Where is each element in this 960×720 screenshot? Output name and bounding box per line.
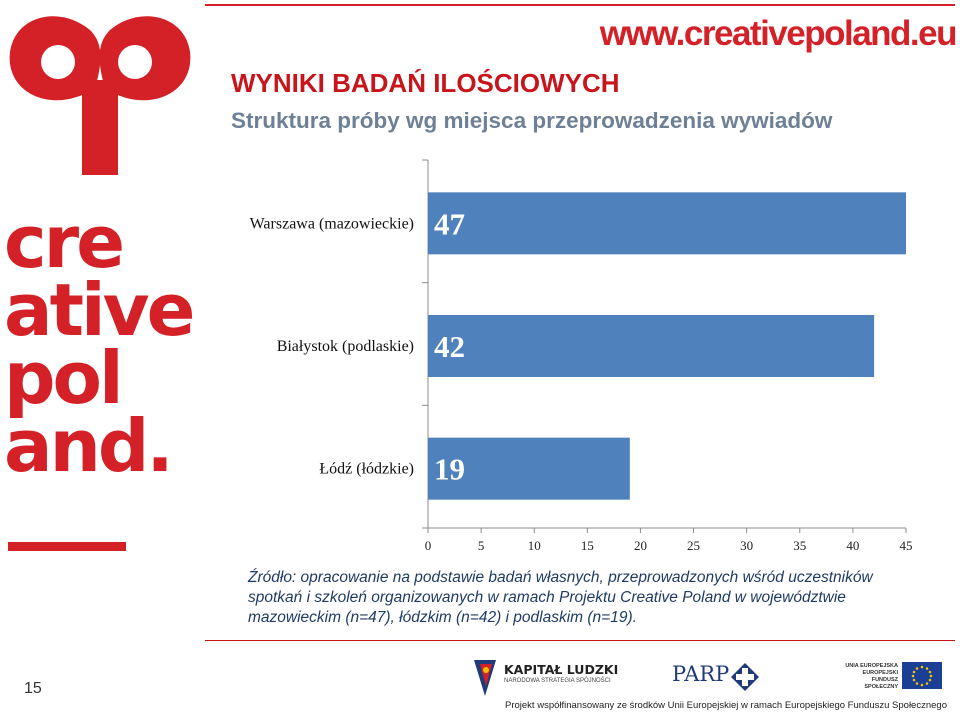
parp-logo: PARP	[672, 660, 764, 694]
eu-text: UNIA EUROPEJSKA EUROPEJSKI FUNDUSZ SPOŁE…	[845, 663, 898, 690]
x-tick-label: 30	[740, 538, 753, 553]
kapital-ludzki-icon	[474, 660, 496, 696]
x-tick-label: 40	[846, 538, 859, 553]
source-note: Źródło: opracowanie na podstawie badań w…	[248, 568, 948, 628]
category-label: Warszawa (mazowieckie)	[250, 215, 414, 232]
top-divider	[205, 4, 955, 6]
website-url[interactable]: www.creativepoland.eu	[599, 14, 958, 53]
logo-line: pol	[4, 336, 124, 420]
bar	[428, 192, 906, 255]
parp-text: PARP	[672, 662, 730, 686]
eu-logo: UNIA EUROPEJSKA EUROPEJSKI FUNDUSZ SPOŁE…	[842, 660, 944, 696]
bottom-divider	[205, 640, 955, 641]
x-tick-label: 5	[478, 538, 485, 553]
logo-wordmark: cre ative pol and.	[4, 200, 219, 488]
eu-flag-icon	[902, 662, 942, 689]
bar	[428, 437, 630, 500]
source-line: mazowieckim (n=47), łódzkim (n=42) i pod…	[248, 609, 637, 626]
page-subtitle: Struktura próby wg miejsca przeprowadzen…	[231, 108, 833, 133]
logo-underline	[8, 542, 126, 551]
page-title: WYNIKI BADAŃ ILOŚCIOWYCH	[231, 68, 620, 98]
x-tick-label: 45	[900, 538, 913, 553]
logo-line: ative	[4, 268, 195, 352]
data-label: 42	[434, 329, 465, 364]
kapital-ludzki-text: KAPITAŁ LUDZKI	[504, 662, 619, 677]
x-tick-label: 10	[528, 538, 541, 553]
logo-line: cre	[4, 200, 125, 284]
funding-note: Projekt współfinansowany ze środków Unii…	[505, 700, 947, 711]
data-label: 19	[434, 452, 465, 487]
kapital-ludzki-logo: KAPITAŁ LUDZKI NARODOWA STRATEGIA SPÓJNO…	[470, 656, 620, 698]
source-line: spotkań i szkoleń organizowanych w ramac…	[248, 589, 846, 606]
x-tick-label: 35	[793, 538, 806, 553]
category-label: Białystok (podlaskie)	[277, 338, 414, 355]
data-label: 47	[434, 206, 465, 241]
source-line: Źródło: opracowanie na podstawie badań w…	[248, 569, 873, 586]
bar	[428, 315, 875, 377]
x-tick-label: 0	[425, 538, 432, 553]
x-tick-label: 15	[581, 538, 594, 553]
x-tick-label: 25	[687, 538, 700, 553]
page-number: 15	[24, 680, 42, 697]
logo-heart-icon	[9, 16, 191, 175]
category-label: Łódź (łódzkie)	[319, 461, 414, 478]
logo-line: and.	[4, 404, 174, 488]
x-tick-label: 20	[634, 538, 647, 553]
parp-diamond-icon	[731, 663, 759, 691]
kapital-ludzki-subtext: NARODOWA STRATEGIA SPÓJNOŚCI	[504, 678, 611, 684]
